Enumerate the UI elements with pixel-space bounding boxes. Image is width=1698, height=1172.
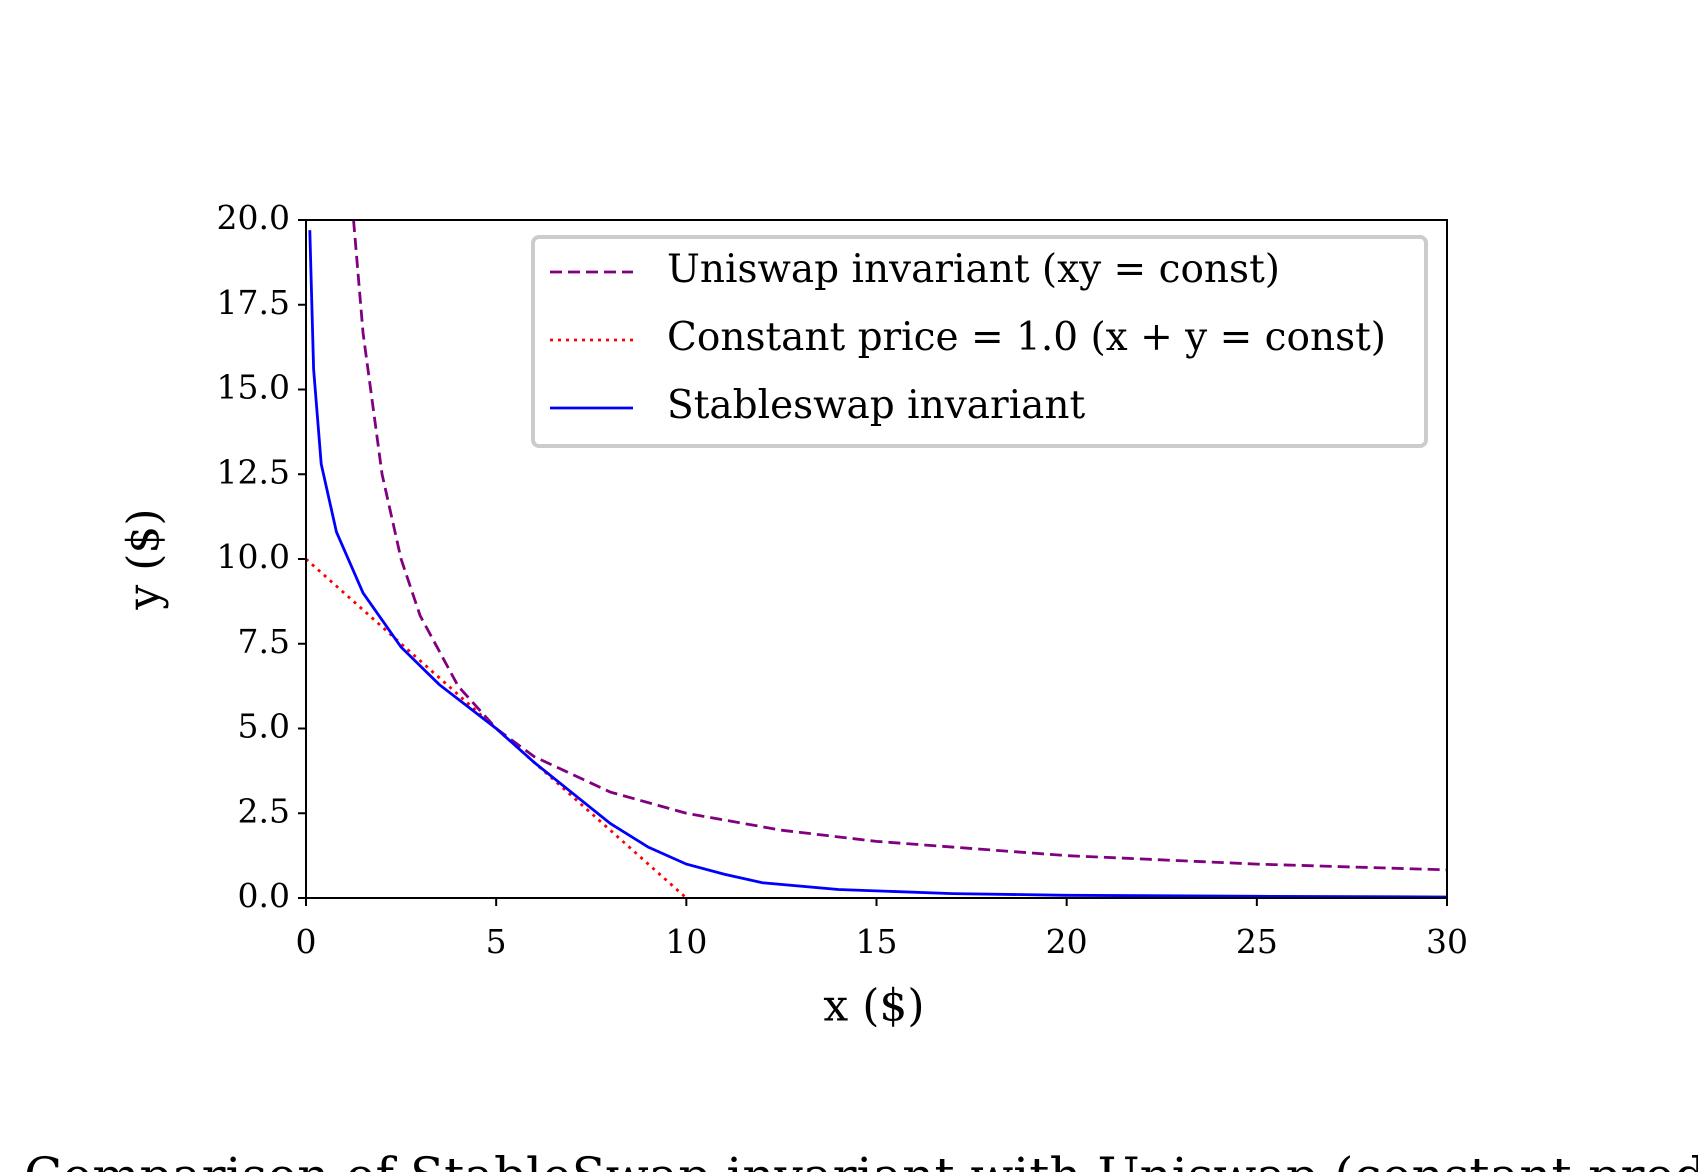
y-tick-label: 10.0 (217, 537, 290, 576)
legend-label: Stableswap invariant (667, 383, 1086, 428)
x-tick-label: 20 (1046, 922, 1088, 961)
legend-box (531, 235, 1428, 448)
plot-area (306, 220, 1447, 898)
y-tick-label: 7.5 (238, 622, 290, 661)
x-tick-label: 10 (665, 922, 707, 961)
x-tick-label: 25 (1236, 922, 1278, 961)
x-tick-label: 30 (1426, 922, 1468, 961)
legend-label: Constant price = 1.0 (x + y = const) (667, 315, 1386, 360)
series-line (306, 557, 688, 898)
y-tick-label: 17.5 (217, 283, 290, 322)
y-tick-label: 15.0 (217, 368, 290, 407)
legend-label: Uniswap invariant (xy = const) (667, 247, 1280, 292)
y-axis-label: y ($) (119, 508, 170, 610)
x-tick-label: 0 (296, 922, 317, 961)
series-line (352, 220, 1447, 872)
x-tick-label: 5 (486, 922, 507, 961)
axes-frame (305, 219, 1448, 899)
y-tick-label: 2.5 (238, 791, 290, 830)
y-tick-label: 0.0 (238, 876, 290, 915)
x-axis-label: x ($) (823, 981, 924, 1032)
y-tick-label: 5.0 (238, 707, 290, 746)
caption: Comparison of StableSwap invariant with … (24, 1147, 1698, 1172)
x-tick-label: 15 (856, 922, 898, 961)
series-line (308, 230, 1447, 898)
y-tick-label: 12.5 (217, 452, 290, 491)
y-tick-label: 20.0 (217, 198, 290, 237)
